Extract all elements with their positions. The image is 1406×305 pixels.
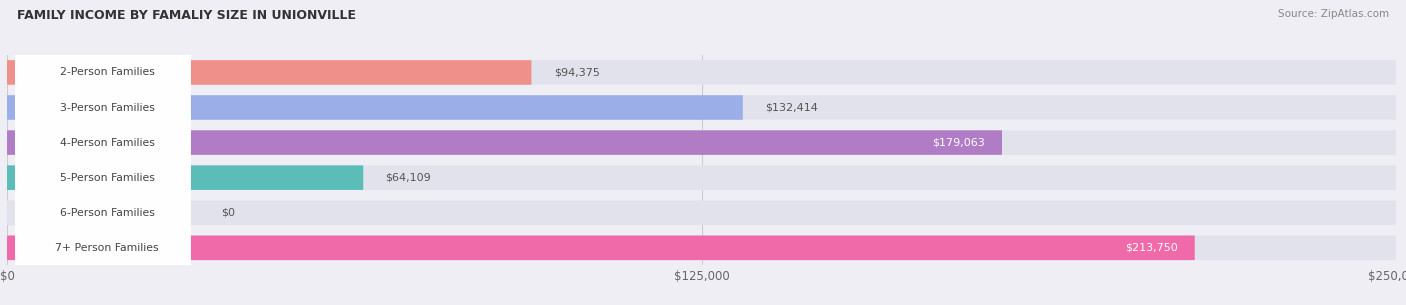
Text: Source: ZipAtlas.com: Source: ZipAtlas.com — [1278, 9, 1389, 19]
Text: $213,750: $213,750 — [1125, 243, 1178, 253]
FancyBboxPatch shape — [11, 0, 194, 305]
FancyBboxPatch shape — [7, 200, 1396, 225]
Text: 3-Person Families: 3-Person Families — [59, 102, 155, 113]
FancyBboxPatch shape — [11, 0, 194, 305]
FancyBboxPatch shape — [11, 0, 194, 305]
FancyBboxPatch shape — [7, 165, 1396, 190]
Text: 6-Person Families: 6-Person Families — [59, 208, 155, 218]
Text: FAMILY INCOME BY FAMALIY SIZE IN UNIONVILLE: FAMILY INCOME BY FAMALIY SIZE IN UNIONVI… — [17, 9, 356, 22]
FancyBboxPatch shape — [7, 130, 1396, 155]
Text: $132,414: $132,414 — [765, 102, 818, 113]
Text: $64,109: $64,109 — [385, 173, 432, 183]
Text: 7+ Person Families: 7+ Person Families — [55, 243, 159, 253]
Text: 4-Person Families: 4-Person Families — [59, 138, 155, 148]
Text: $94,375: $94,375 — [554, 67, 599, 77]
FancyBboxPatch shape — [7, 130, 1002, 155]
Text: $0: $0 — [221, 208, 235, 218]
FancyBboxPatch shape — [7, 95, 742, 120]
FancyBboxPatch shape — [11, 0, 194, 305]
FancyBboxPatch shape — [7, 60, 1396, 85]
FancyBboxPatch shape — [7, 60, 531, 85]
FancyBboxPatch shape — [11, 0, 194, 305]
FancyBboxPatch shape — [7, 235, 1195, 260]
FancyBboxPatch shape — [7, 95, 1396, 120]
FancyBboxPatch shape — [7, 235, 1396, 260]
Text: 5-Person Families: 5-Person Families — [59, 173, 155, 183]
Text: 2-Person Families: 2-Person Families — [59, 67, 155, 77]
FancyBboxPatch shape — [7, 165, 363, 190]
Text: $179,063: $179,063 — [932, 138, 986, 148]
FancyBboxPatch shape — [11, 0, 194, 305]
